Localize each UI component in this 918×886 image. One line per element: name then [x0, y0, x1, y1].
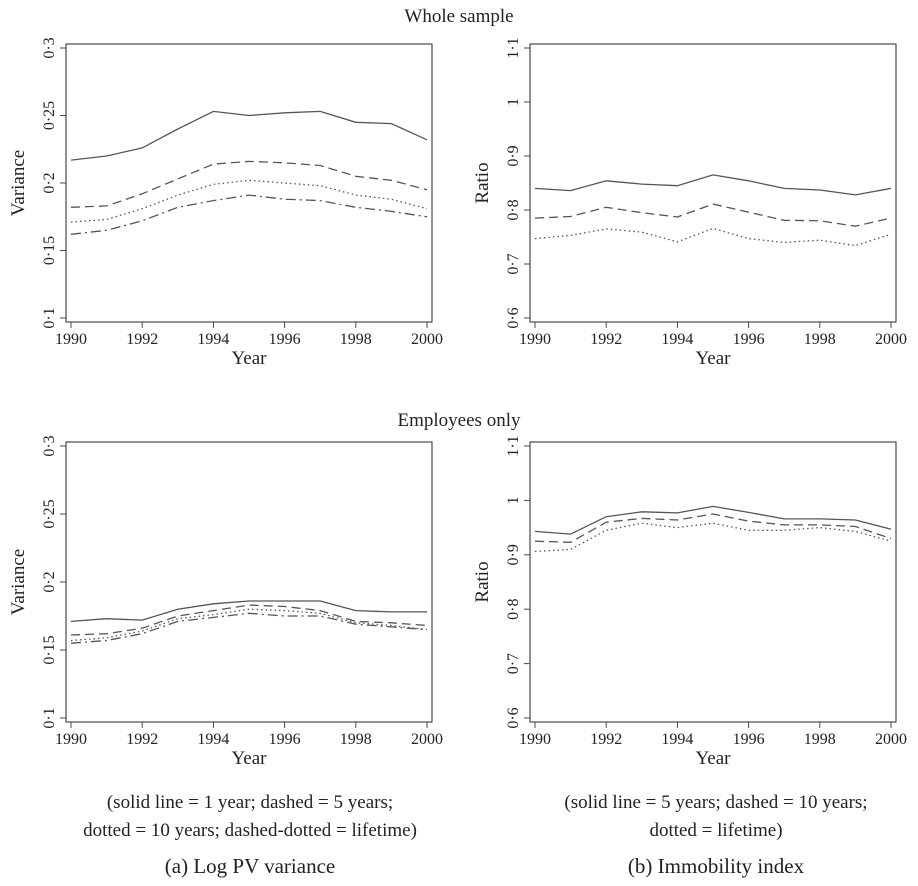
y-tick-label: 0·25 [41, 499, 58, 528]
y-tick-label: 0·1 [41, 307, 58, 328]
x-axis-label: Year [695, 348, 731, 369]
y-tick-label: 1·1 [505, 435, 522, 456]
series-line-dotted [70, 608, 428, 642]
x-tick-label: 2000 [411, 731, 443, 748]
right-legend-note-line1: (solid line = 5 years; dashed = 10 years… [564, 792, 867, 813]
x-axis-label: Year [231, 748, 267, 769]
series-line-dashed [70, 604, 428, 636]
x-tick-label: 1990 [55, 331, 87, 348]
y-tick-label: 0·7 [505, 653, 522, 674]
y-tick-label: 1 [505, 98, 522, 106]
y-tick-label: 0·1 [41, 707, 58, 728]
x-tick-label: 1998 [340, 731, 372, 748]
series-line-dashdot [70, 612, 428, 644]
x-tick-label: 1996 [733, 331, 765, 348]
y-tick-label: 0·3 [41, 37, 58, 58]
x-tick-label: 1994 [661, 331, 693, 348]
x-tick-label: 1990 [519, 331, 551, 348]
y-tick-label: 0·8 [505, 599, 522, 620]
y-axis-label: Ratio [472, 162, 493, 203]
x-tick-label: 1994 [661, 731, 693, 748]
chart-employees-variance: 1990 1992 1994 1996 1998 2000 0·1 0·15 0·2 0·25 0·… [8, 435, 443, 769]
series-line-solid [70, 110, 428, 161]
x-tick-label: 2000 [875, 331, 907, 348]
y-axis-label: Variance [8, 549, 29, 615]
plot-frame [65, 441, 433, 723]
x-tick-label: 1998 [340, 331, 372, 348]
y-tick-label: 1 [505, 496, 522, 504]
left-legend-note-line2: dotted = 10 years; dashed-dotted = lifet… [83, 820, 417, 841]
y-tick-label: 0·15 [41, 635, 58, 664]
y-axis-label: Ratio [472, 561, 493, 602]
series-line-dotted [70, 179, 428, 223]
y-tick-label: 0·9 [505, 544, 522, 565]
series-line-dashed [70, 160, 428, 208]
chart-whole-variance: 1990 1992 1994 1996 1998 2000 0·1 0·15 0·2 0·25 0·… [8, 37, 443, 369]
x-tick-label: 1998 [804, 731, 836, 748]
plot-frame [65, 43, 433, 323]
left-panel-title: (a) Log PV variance [165, 854, 335, 878]
series-line-solid [534, 505, 892, 535]
y-tick-label: 0·2 [41, 571, 58, 592]
x-axis-label: Year [695, 748, 731, 769]
chart-whole-ratio: 1990 1992 1994 1996 1998 2000 0·6 0·7 0·8 0·9 1 1·1… [472, 37, 907, 369]
y-tick-label: 0·7 [505, 253, 522, 274]
y-tick-label: 0·6 [505, 707, 522, 728]
y-tick-label: 0·25 [41, 101, 58, 130]
x-axis-label: Year [231, 348, 267, 369]
x-tick-label: 1992 [126, 331, 158, 348]
section-title-employees-only: Employees only [398, 410, 521, 431]
section-title-whole-sample: Whole sample [404, 6, 513, 27]
x-tick-label: 1992 [126, 731, 158, 748]
right-legend-note-line2: dotted = lifetime) [649, 820, 782, 841]
series-line-solid [70, 600, 427, 623]
x-tick-label: 1992 [590, 331, 622, 348]
x-tick-label: 1990 [519, 731, 551, 748]
y-axis-label: Variance [8, 150, 29, 216]
x-tick-label: 1996 [269, 331, 301, 348]
series-line-dashed [534, 203, 892, 227]
x-tick-label: 1996 [733, 731, 765, 748]
y-tick-label: 0·9 [505, 145, 522, 166]
series-line-dotted [534, 227, 892, 247]
y-tick-label: 1·1 [505, 37, 522, 58]
right-panel-title: (b) Immobility index [628, 854, 805, 878]
x-tick-label: 1996 [269, 731, 301, 748]
x-tick-label: 1992 [590, 731, 622, 748]
y-tick-label: 0·3 [41, 435, 58, 456]
left-legend-note-line1: (solid line = 1 year; dashed = 5 years; [107, 792, 393, 813]
x-tick-label: 1994 [197, 331, 229, 348]
series-line-dashdot [70, 194, 428, 235]
x-tick-label: 1998 [804, 331, 836, 348]
y-tick-label: 0·15 [41, 236, 58, 265]
chart-panels: 1990 1992 1994 1996 1998 2000 0·1 0·15 0·2 0·25 0·… [8, 37, 907, 769]
series-line-dashed [534, 513, 892, 543]
y-tick-label: 0·2 [41, 172, 58, 193]
y-tick-label: 0·6 [505, 307, 522, 328]
series-line-solid [534, 174, 892, 196]
plot-frame [529, 43, 897, 323]
chart-employees-ratio: 1990 1992 1994 1996 1998 2000 0·6 0·7 0·8 0·9 1 1·1… [472, 435, 907, 769]
plot-frame [529, 441, 897, 723]
y-tick-label: 0·8 [505, 199, 522, 220]
series-line-dotted [534, 522, 892, 553]
x-tick-label: 1990 [55, 731, 87, 748]
x-tick-label: 1994 [197, 731, 229, 748]
x-tick-label: 2000 [875, 731, 907, 748]
x-tick-label: 2000 [411, 331, 443, 348]
